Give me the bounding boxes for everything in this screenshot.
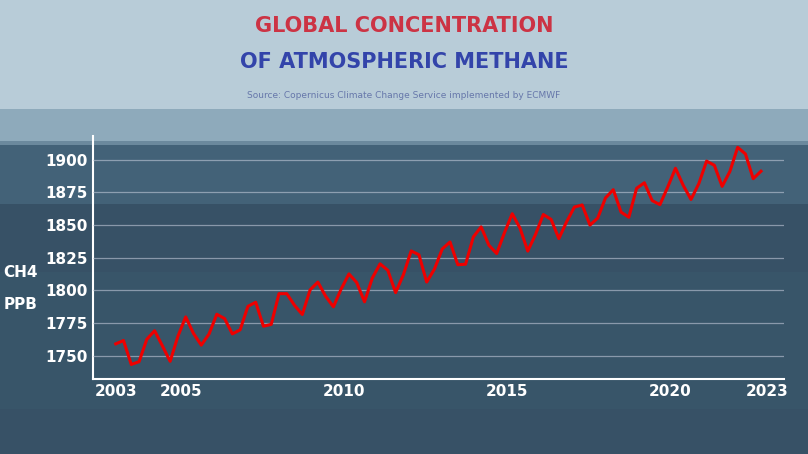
Text: CH4: CH4	[3, 265, 37, 280]
Text: PPB: PPB	[3, 296, 37, 312]
Text: OF ATMOSPHERIC METHANE: OF ATMOSPHERIC METHANE	[240, 52, 568, 72]
Text: Source: Copernicus Climate Change Service implemented by ECMWF: Source: Copernicus Climate Change Servic…	[247, 91, 561, 100]
Text: GLOBAL CONCENTRATION: GLOBAL CONCENTRATION	[255, 16, 553, 36]
